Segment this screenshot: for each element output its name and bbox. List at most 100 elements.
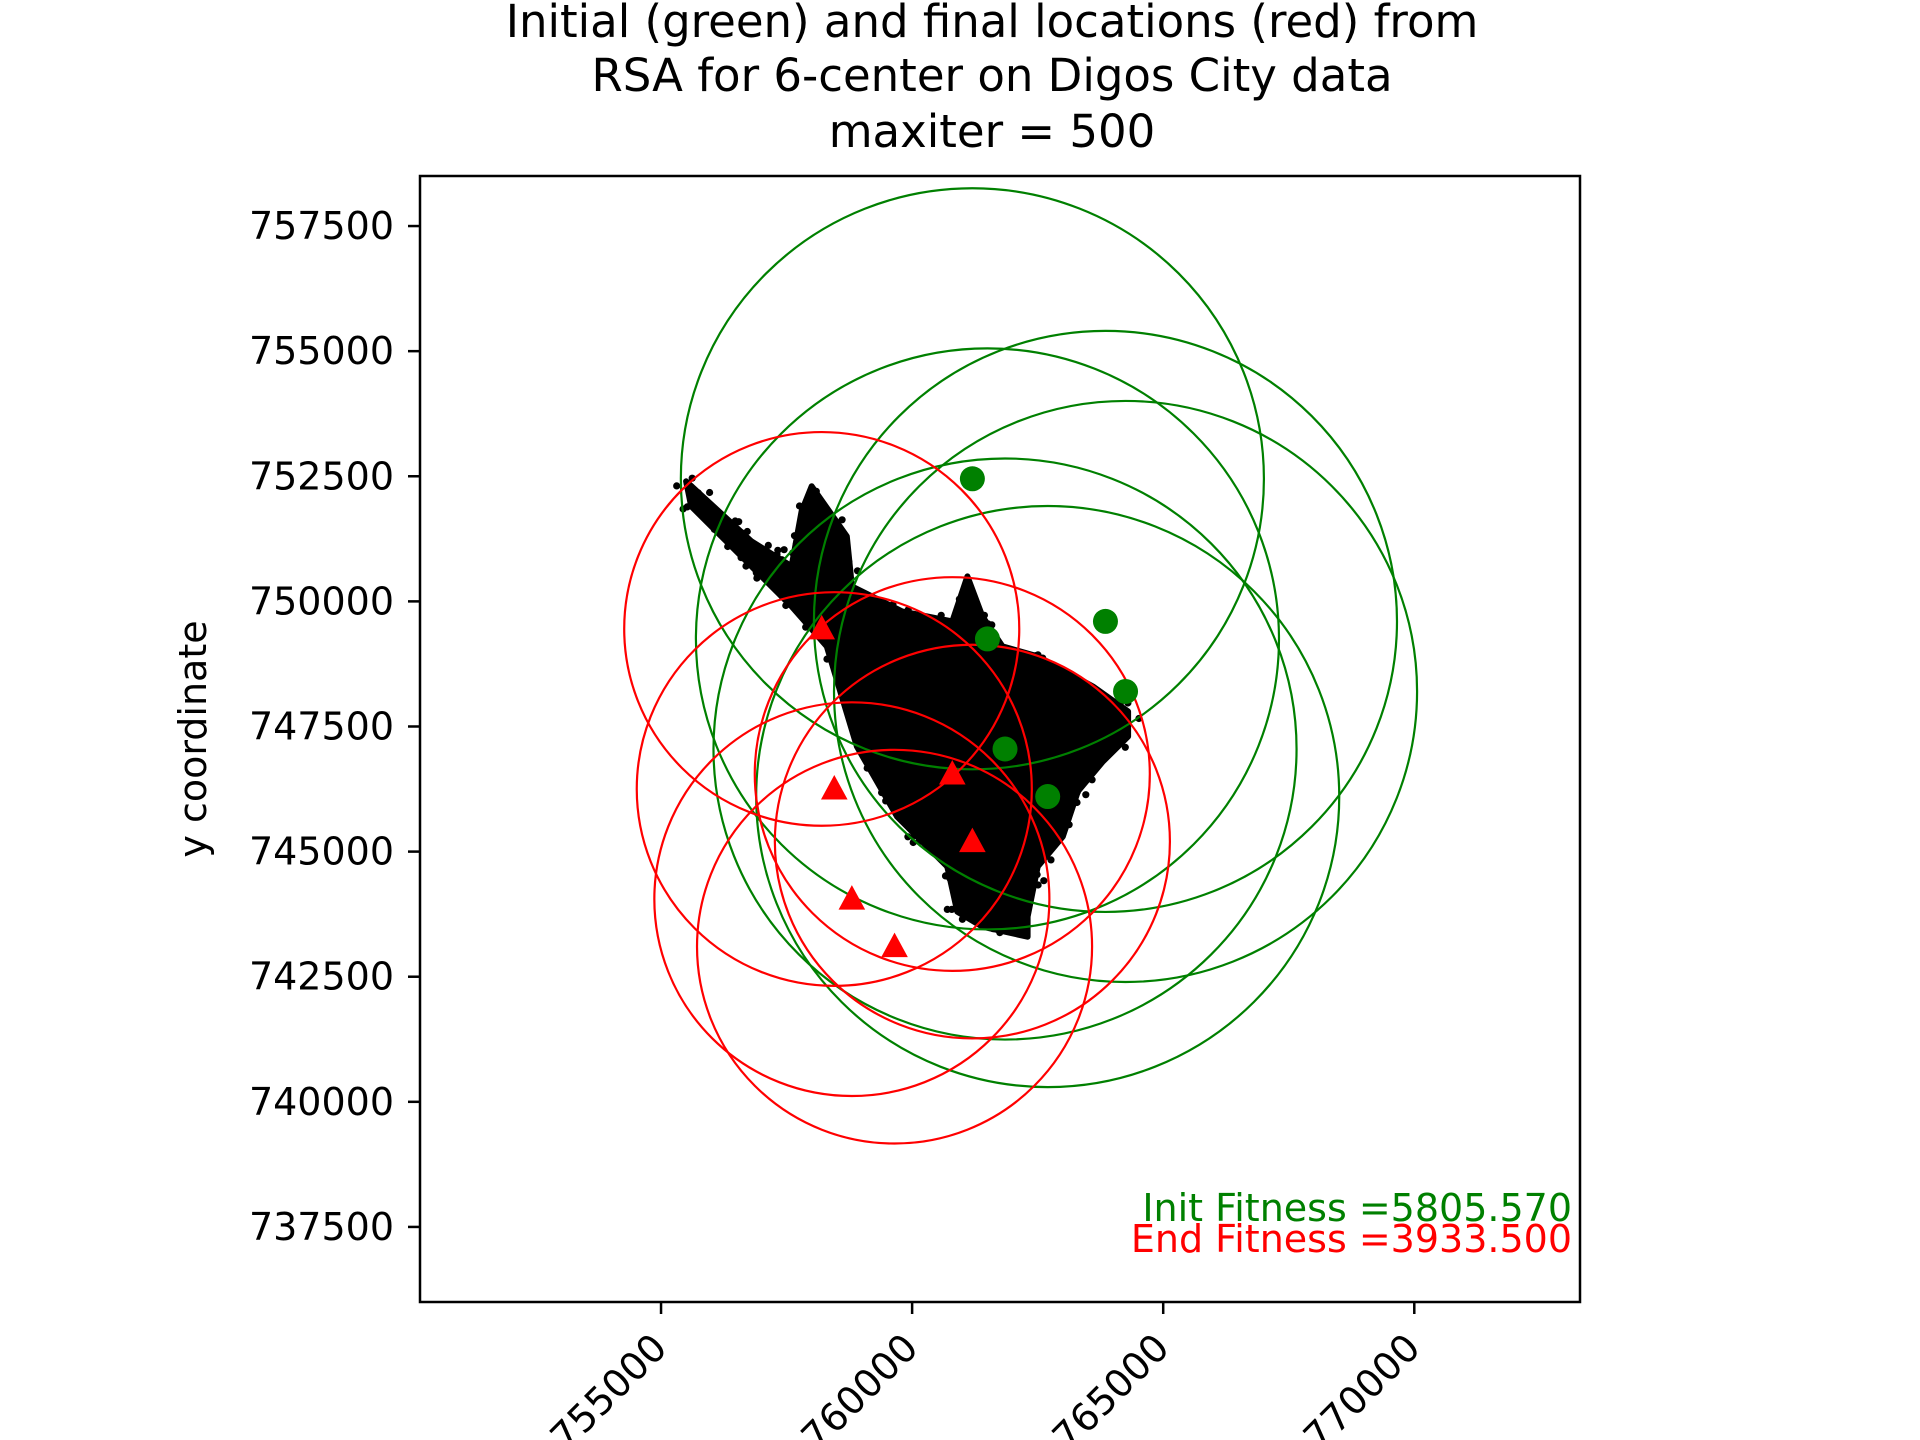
data-point [937, 611, 945, 619]
data-point [915, 630, 923, 638]
data-point [828, 554, 837, 562]
y-tick-label: 757500 [249, 204, 394, 248]
data-point [955, 908, 963, 916]
data-point [1078, 733, 1086, 741]
initial-center-marker [959, 466, 985, 492]
data-point [992, 685, 1000, 693]
data-point [904, 617, 912, 625]
data-point [946, 809, 954, 817]
data-point [886, 767, 894, 775]
y-tick-label: 740000 [249, 1080, 394, 1124]
data-point [776, 569, 784, 577]
data-point [936, 655, 944, 663]
data-point [790, 586, 799, 594]
data-point [912, 614, 920, 622]
data-point [1014, 820, 1022, 828]
data-point [937, 669, 945, 677]
y-tick-label: 755000 [249, 329, 394, 373]
init-fitness-annotation: Init Fitness =5805.570 [1142, 1186, 1572, 1230]
chart-title-line-1: Initial (green) and final locations (red… [506, 0, 1479, 48]
data-point [753, 574, 761, 582]
data-point [1010, 832, 1018, 840]
data-point [1052, 821, 1060, 829]
data-point [1043, 747, 1051, 755]
data-point [1016, 676, 1024, 684]
data-point [749, 556, 758, 564]
data-point [1025, 885, 1033, 893]
data-point [857, 633, 866, 641]
data-point [1049, 671, 1057, 679]
data-point [1073, 690, 1081, 698]
data-point [925, 836, 933, 844]
data-point [1092, 761, 1100, 770]
data-point [936, 835, 945, 843]
data-point [829, 652, 837, 660]
data-point [1029, 729, 1037, 737]
data-point [790, 602, 798, 610]
data-point [985, 713, 993, 722]
data-point [873, 673, 881, 681]
data-point [980, 837, 989, 845]
data-point [838, 516, 846, 524]
data-point [1000, 655, 1008, 663]
data-point [804, 586, 812, 594]
data-point [915, 732, 923, 741]
data-point [1010, 692, 1019, 701]
data-point [1006, 650, 1014, 659]
data-point [1056, 729, 1065, 737]
data-point [1076, 768, 1084, 776]
data-point [782, 581, 791, 589]
data-point [1094, 718, 1102, 726]
data-point [1023, 687, 1031, 695]
data-point [842, 702, 850, 710]
data-point [949, 722, 957, 730]
data-point [809, 564, 817, 573]
y-tick-label: 742500 [249, 955, 394, 999]
data-point [826, 562, 835, 570]
data-point [1036, 770, 1044, 778]
data-point [1121, 743, 1129, 751]
data-point [1065, 719, 1073, 727]
data-point [712, 518, 720, 526]
data-point [1044, 720, 1052, 728]
data-point [1051, 814, 1060, 822]
final-coverage-circle [653, 701, 1051, 1098]
data-point [1067, 773, 1075, 781]
data-point [918, 784, 927, 792]
data-point [921, 658, 929, 667]
data-point [1018, 878, 1026, 886]
data-point [910, 686, 919, 694]
data-point [960, 853, 969, 862]
data-point [912, 831, 921, 839]
data-point [742, 551, 750, 559]
data-point [978, 699, 987, 707]
data-point [1041, 697, 1050, 705]
data-point [900, 626, 908, 635]
chart-title-line-2: RSA for 6-center on Digos City data [591, 49, 1392, 102]
data-point [1082, 791, 1090, 799]
data-point [1106, 702, 1114, 710]
data-point [774, 546, 782, 554]
data-point [869, 612, 877, 621]
data-point [1051, 704, 1059, 713]
data-point [1035, 723, 1043, 731]
data-point [954, 707, 962, 715]
data-point [959, 664, 967, 672]
data-point [948, 711, 956, 720]
data-point [1031, 870, 1039, 878]
data-point [1047, 856, 1055, 864]
data-point [941, 872, 950, 880]
data-point [979, 780, 987, 788]
data-point [1063, 692, 1072, 700]
data-point [770, 558, 778, 566]
data-point [780, 546, 788, 554]
data-point [952, 658, 960, 666]
data-point [794, 531, 803, 539]
data-point [1001, 811, 1009, 819]
data-point [1045, 759, 1053, 767]
data-point [996, 929, 1004, 937]
data-point [706, 488, 714, 497]
data-point [855, 651, 863, 659]
data-point [739, 538, 747, 546]
data-point [1085, 764, 1094, 773]
